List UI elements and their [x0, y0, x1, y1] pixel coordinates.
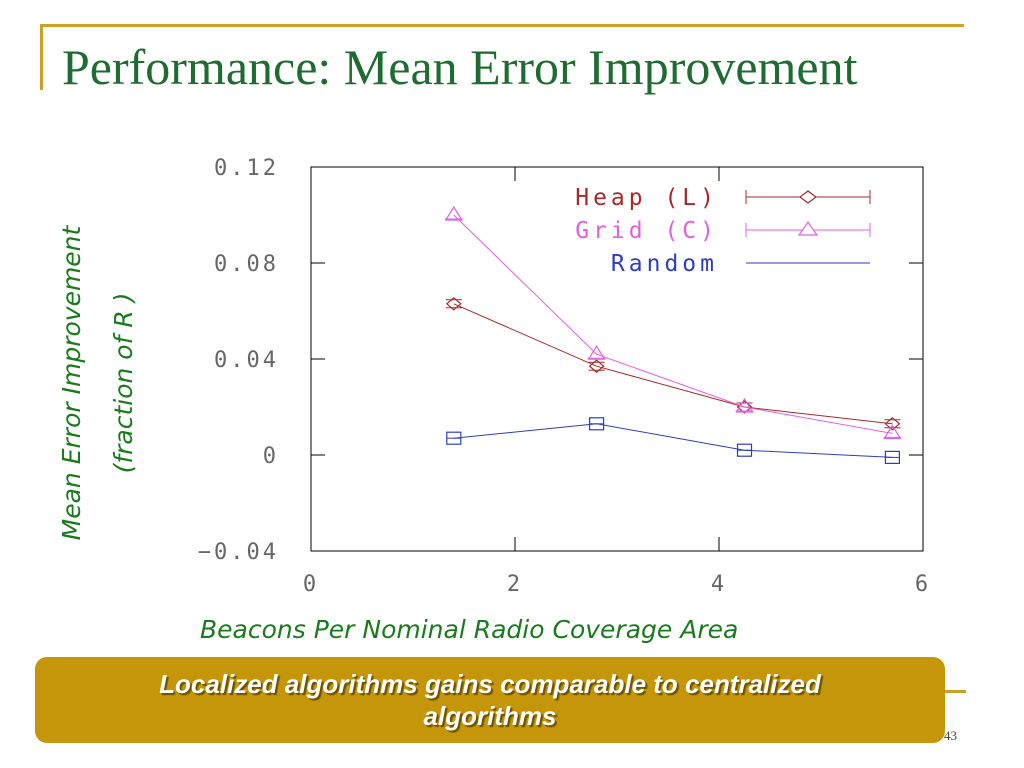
- legend: Heap (L) Grid (C) Random: [575, 185, 871, 277]
- y-axis-label: Mean Error Improvement (fraction of R ): [46, 226, 150, 541]
- y-axis-label-line-2: (fraction of R ): [109, 292, 138, 474]
- y-tick-label: 0: [263, 444, 279, 469]
- series-line: [453, 303, 893, 425]
- data-point-diamond: [884, 417, 901, 431]
- x-tick-label: 0: [303, 572, 319, 597]
- data-point-diamond: [445, 297, 462, 311]
- callout-text: Localized algorithms gains comparable to…: [159, 669, 821, 731]
- data-point-triangle: [735, 397, 754, 413]
- y-tick-label: 0.04: [214, 348, 279, 373]
- x-tick-label: 4: [711, 572, 727, 597]
- y-axis-label-line-1: Mean Error Improvement: [57, 225, 86, 541]
- slide-title: Performance: Mean Error Improvement: [62, 39, 858, 95]
- callout-box: Localized algorithms gains comparable to…: [35, 657, 945, 743]
- legend-marker-diamond: [799, 190, 817, 204]
- y-tick-label: 0.12: [214, 156, 279, 181]
- series-random: [446, 417, 901, 464]
- series-line: [453, 214, 893, 434]
- footer-accent-line: [940, 690, 966, 693]
- x-axis-label: Beacons Per Nominal Radio Coverage Area: [200, 615, 739, 644]
- title-accent-horizontal-line: [40, 24, 964, 27]
- legend-label: Heap (L): [575, 185, 718, 211]
- legend-label: Random: [611, 251, 718, 277]
- data-point-triangle: [587, 345, 606, 360]
- x-tick-label: 6: [915, 572, 931, 597]
- data-point-triangle: [883, 424, 902, 439]
- x-tick-label: 2: [507, 572, 523, 597]
- data-point-triangle: [444, 205, 463, 221]
- data-point-diamond: [588, 359, 605, 373]
- series-line: [453, 423, 893, 458]
- title-accent-vertical-line: [40, 24, 43, 90]
- series-heap-l: [445, 297, 901, 431]
- page-number: 43: [944, 728, 957, 743]
- y-tick-label: 0.08: [214, 252, 279, 277]
- series-grid-c: [444, 205, 902, 439]
- legend-label: Grid (C): [575, 218, 718, 244]
- y-tick-label: −0.04: [198, 540, 279, 565]
- legend-marker-triangle: [797, 220, 819, 236]
